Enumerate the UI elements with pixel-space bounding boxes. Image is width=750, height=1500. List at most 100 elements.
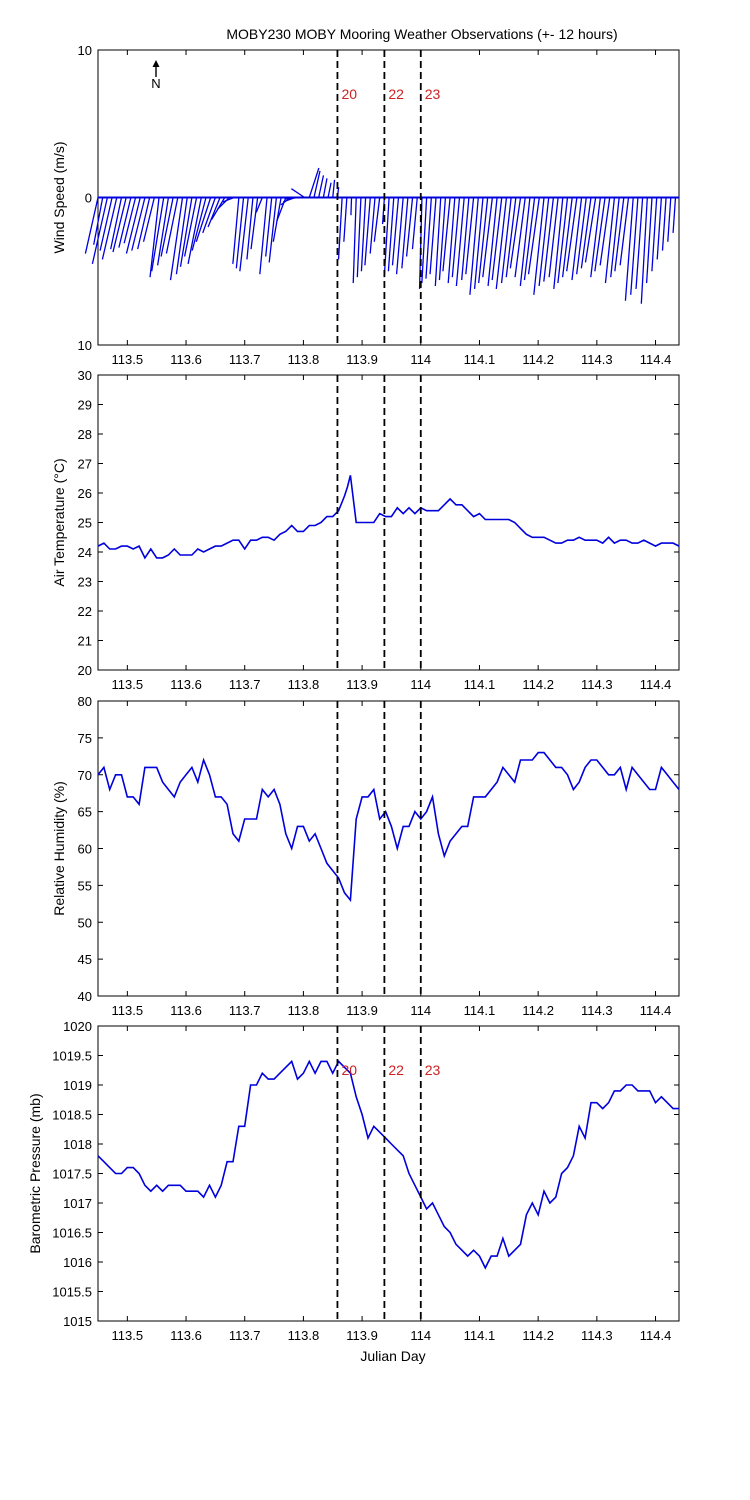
wind-stick <box>84 197 99 254</box>
y-tick-label: 28 <box>78 427 92 442</box>
wind-stick <box>405 197 414 257</box>
wind-stick <box>491 197 503 281</box>
y-tick-label: 24 <box>78 545 92 560</box>
wind-stick <box>495 197 508 290</box>
wind-stick <box>259 197 268 275</box>
wind-stick <box>557 197 569 284</box>
panel-1: 20 21 22 23 24 25 26 27 28 29 30 113.5 113.6 113.7 113… <box>51 368 680 692</box>
y-tick-label: 23 <box>78 575 92 590</box>
wind-stick <box>451 197 461 278</box>
wind-stick <box>527 197 540 275</box>
wind-stick <box>169 197 184 281</box>
wind-stick <box>373 197 381 242</box>
wind-stick <box>291 188 305 199</box>
wind-stick <box>548 197 559 278</box>
wind-stick <box>519 197 531 287</box>
x-tick-label: 113.6 <box>170 1003 202 1018</box>
wind-stick <box>584 197 597 263</box>
x-tick-label: 114.2 <box>522 352 554 367</box>
wind-stick <box>101 197 118 260</box>
y-tick-label: 45 <box>78 952 92 967</box>
wind-stick <box>195 197 212 242</box>
event-marker-label: 22 <box>388 86 404 102</box>
wind-stick <box>369 197 376 254</box>
wind-stick <box>487 197 498 287</box>
y-tick-label: 75 <box>78 731 92 746</box>
x-tick-label: 113.6 <box>170 352 202 367</box>
y-tick-label: 1015 <box>63 1314 92 1329</box>
wind-stick <box>165 197 179 254</box>
wind-stick <box>614 197 625 272</box>
wind-stick <box>656 197 663 260</box>
wind-stick <box>268 197 278 263</box>
wind-stick <box>500 197 512 284</box>
wind-stick <box>337 197 343 260</box>
wind-stick <box>533 197 545 295</box>
wind-stick <box>619 197 630 266</box>
wind-stick <box>175 197 188 275</box>
x-tick-label: 113.9 <box>346 677 378 692</box>
x-tick-label: 114 <box>410 1003 431 1018</box>
x-tick-label: 113.6 <box>170 1328 202 1343</box>
event-marker-label: 20 <box>341 1062 357 1078</box>
y-tick-label: 1016.5 <box>52 1226 92 1241</box>
wind-stick <box>599 197 611 266</box>
event-marker-label: 22 <box>388 1062 404 1078</box>
wind-stick <box>509 197 522 269</box>
wind-stick <box>125 197 141 254</box>
wind-stick <box>360 197 367 272</box>
wind-stick <box>651 197 658 272</box>
wind-stick <box>576 197 587 275</box>
wind-stick <box>179 197 193 267</box>
wind-stick <box>514 197 526 278</box>
x-tick-label: 114.1 <box>464 1328 496 1343</box>
wind-stick <box>635 197 644 289</box>
y-tick-label: 40 <box>78 989 92 1004</box>
wind-stick <box>571 197 583 281</box>
y-tick-label: 1017 <box>63 1196 92 1211</box>
y-tick-label: 50 <box>78 915 92 930</box>
wind-stick <box>232 197 240 264</box>
wind-stick <box>318 175 325 198</box>
x-tick-label: 113.6 <box>170 677 202 692</box>
x-tick-label: 114.4 <box>640 1003 672 1018</box>
wind-stick <box>640 197 648 304</box>
x-tick-label: 113.7 <box>229 1003 261 1018</box>
wind-stick <box>561 197 573 278</box>
wind-stick <box>667 197 672 242</box>
x-tick-label: 113.9 <box>346 352 378 367</box>
wind-stick <box>183 197 198 257</box>
x-tick-label: 113.5 <box>112 352 144 367</box>
wind-stick <box>538 197 550 287</box>
y-tick-label: 1016 <box>63 1255 92 1270</box>
wind-stick <box>553 197 564 290</box>
x-tick-label: 113.9 <box>346 1003 378 1018</box>
x-tick-label: 113.8 <box>288 677 320 692</box>
wind-stick <box>246 197 254 260</box>
wind-stick <box>308 167 320 198</box>
wind-stick <box>322 178 328 198</box>
wind-stick <box>429 197 437 275</box>
y-tick-label: 20 <box>78 663 92 678</box>
x-tick-label: 113.5 <box>112 677 144 692</box>
wind-stick <box>284 196 300 200</box>
wind-stick <box>142 197 155 242</box>
wind-stick <box>187 197 202 265</box>
wind-stick <box>387 197 395 272</box>
x-tick-label: 114 <box>410 1328 431 1343</box>
y-tick-label: 1015.5 <box>52 1285 92 1300</box>
x-tick-label: 113.5 <box>112 1003 144 1018</box>
x-tick-label: 113.7 <box>229 1328 261 1343</box>
wind-stick <box>265 197 273 257</box>
wind-stick <box>156 197 170 266</box>
y-axis-label: Air Temperature (°C) <box>51 458 67 586</box>
x-tick-label: 114.3 <box>581 1003 613 1018</box>
wind-stick <box>91 197 109 265</box>
wind-stick <box>421 197 428 284</box>
y-tick-label: 10 <box>78 43 92 58</box>
series-line <box>97 1059 679 1270</box>
event-marker-label: 23 <box>425 1062 441 1078</box>
wind-stick <box>118 197 132 248</box>
wind-stick <box>352 197 357 284</box>
